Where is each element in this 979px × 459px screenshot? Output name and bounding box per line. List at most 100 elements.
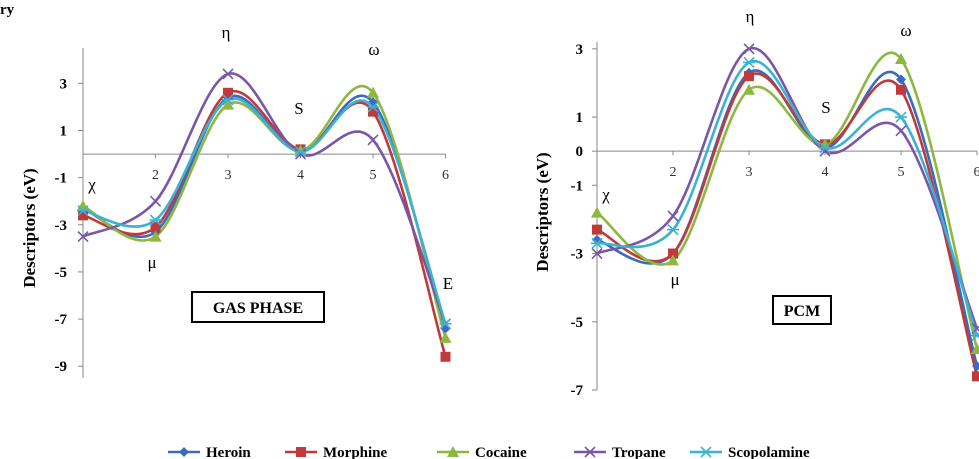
y-tick-label: 3 <box>60 76 68 92</box>
point-cocaine <box>743 83 755 95</box>
point-morphine <box>744 71 754 82</box>
pcm-chart: 3 1 0 -1 -3 -5 -7 2 3 4 5 6 Descriptors (eV) χ μ η Sω PCM <box>533 7 979 399</box>
point-scopolamine <box>149 214 162 226</box>
phase-box <box>772 295 832 325</box>
y-tick-label: -1 <box>55 171 68 187</box>
legend: Heroin Morphine Cocaine Tropane Scopolamine <box>168 445 810 459</box>
point-heroin <box>972 361 979 372</box>
point-tropane <box>294 148 307 160</box>
y-tick-label: -5 <box>571 315 584 331</box>
point-cocaine <box>819 138 831 150</box>
point-morphine <box>440 351 451 362</box>
point-cocaine <box>439 331 452 343</box>
x-tick-label: 5 <box>370 168 377 183</box>
point-cocaine <box>294 144 307 156</box>
point-scopolamine <box>819 142 831 154</box>
legend-item-heroin: Heroin <box>168 445 251 459</box>
series-line-morphine <box>596 72 979 377</box>
legend-item-cocaine: Cocaine <box>437 445 527 459</box>
point-scopolamine <box>591 237 603 249</box>
descriptor-label: η <box>222 23 231 42</box>
descriptor-label: ω <box>900 21 911 40</box>
point-scopolamine <box>222 94 234 106</box>
point-scopolamine <box>667 224 679 236</box>
descriptor-label: χ <box>601 185 610 204</box>
point-morphine <box>668 248 678 259</box>
point-cocaine <box>971 343 979 355</box>
y-tick-label: -9 <box>55 359 68 375</box>
point-tropane <box>222 68 234 80</box>
series-line-tropane <box>82 72 447 325</box>
descriptor-label: E <box>443 274 453 293</box>
legend-label: Tropane <box>612 445 666 459</box>
legend-marker <box>700 446 712 458</box>
point-tropane <box>367 134 379 146</box>
point-cocaine <box>667 254 679 266</box>
y-tick-label: 0 <box>576 144 584 160</box>
point-tropane <box>591 247 603 260</box>
point-heroin <box>592 234 602 245</box>
point-morphine <box>972 371 979 382</box>
x-tick-label: 3 <box>225 168 232 183</box>
x-tick-label: 4 <box>822 165 829 180</box>
y-tick-label: -1 <box>571 178 584 194</box>
legend-item-scopolamine: Scopolamine <box>690 445 810 459</box>
legend-label: Heroin <box>206 445 251 459</box>
legend-item-tropane: Tropane <box>574 445 666 459</box>
legend-marker <box>179 447 189 457</box>
point-scopolamine <box>895 111 907 123</box>
point-cocaine <box>895 53 907 65</box>
legend-marker <box>584 446 596 458</box>
point-cocaine <box>367 86 379 98</box>
x-tick-label: 2 <box>670 165 677 180</box>
point-heroin <box>896 74 906 85</box>
point-morphine <box>150 222 161 233</box>
descriptor-label: S <box>294 99 303 118</box>
point-cocaine <box>591 206 603 218</box>
descriptor-label: η <box>746 7 755 26</box>
point-scopolamine <box>743 56 755 69</box>
point-scopolamine <box>439 318 452 330</box>
y-tick-label: 3 <box>576 42 584 58</box>
x-tick-label: 6 <box>974 165 979 180</box>
point-scopolamine <box>294 146 307 158</box>
x-tick-label: 4 <box>297 168 304 183</box>
y-tick-label: -5 <box>55 265 68 281</box>
point-cocaine <box>222 98 234 110</box>
point-scopolamine <box>971 329 979 341</box>
phase-label: GAS PHASE <box>213 300 303 317</box>
point-morphine <box>368 106 378 117</box>
point-cocaine <box>149 230 162 242</box>
y-tick-label: 1 <box>576 110 584 126</box>
phase-box <box>191 291 325 323</box>
point-morphine <box>223 87 233 98</box>
descriptor-label: S <box>821 98 830 117</box>
y-axis-label: Descriptors (eV) <box>20 168 39 287</box>
legend-marker <box>296 447 306 457</box>
phase-label: PCM <box>784 303 820 320</box>
descriptor-label: μ <box>670 270 679 289</box>
legend-label: Cocaine <box>475 445 527 459</box>
legend-item-morphine: Morphine <box>285 445 388 459</box>
x-tick-label: 3 <box>746 165 753 180</box>
point-morphine <box>896 84 906 95</box>
descriptor-label: χ <box>87 175 96 194</box>
legend-marker <box>447 446 459 457</box>
y-axis-label: Descriptors (eV) <box>533 152 552 271</box>
y-tick-label: -3 <box>55 218 68 234</box>
point-tropane <box>149 195 162 207</box>
point-tropane <box>667 210 679 222</box>
y-tick-label: -3 <box>571 247 584 263</box>
x-tick-label: 6 <box>442 168 449 183</box>
descriptor-label: μ <box>147 253 156 272</box>
point-morphine <box>592 224 602 235</box>
x-tick-label: 5 <box>898 165 905 180</box>
point-morphine <box>78 210 88 221</box>
legend-label: Morphine <box>323 445 388 459</box>
figure-caption-fragment: ry <box>0 2 15 18</box>
descriptor-label: ω <box>368 40 379 59</box>
point-scopolamine <box>367 101 379 113</box>
y-tick-label: -7 <box>571 383 584 399</box>
y-tick-label: -7 <box>55 312 68 328</box>
